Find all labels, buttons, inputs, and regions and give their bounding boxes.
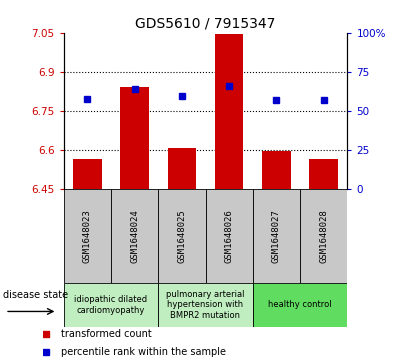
Text: percentile rank within the sample: percentile rank within the sample xyxy=(61,347,226,357)
Bar xyxy=(120,87,149,189)
FancyBboxPatch shape xyxy=(158,189,206,283)
Bar xyxy=(262,151,291,189)
Text: GSM1648025: GSM1648025 xyxy=(178,209,186,263)
Text: transformed count: transformed count xyxy=(61,329,152,339)
Text: GSM1648023: GSM1648023 xyxy=(83,209,92,263)
FancyBboxPatch shape xyxy=(64,189,111,283)
Title: GDS5610 / 7915347: GDS5610 / 7915347 xyxy=(135,16,276,30)
Bar xyxy=(215,34,243,189)
Text: disease state: disease state xyxy=(3,290,68,300)
FancyBboxPatch shape xyxy=(111,189,158,283)
Text: pulmonary arterial
hypertension with
BMPR2 mutation: pulmonary arterial hypertension with BMP… xyxy=(166,290,245,320)
Bar xyxy=(168,148,196,189)
FancyBboxPatch shape xyxy=(300,189,347,283)
Text: healthy control: healthy control xyxy=(268,301,332,309)
FancyBboxPatch shape xyxy=(253,189,300,283)
Text: idiopathic dilated
cardiomyopathy: idiopathic dilated cardiomyopathy xyxy=(74,295,148,315)
FancyBboxPatch shape xyxy=(64,283,158,327)
FancyBboxPatch shape xyxy=(206,189,253,283)
Text: GSM1648024: GSM1648024 xyxy=(130,209,139,263)
Text: GSM1648026: GSM1648026 xyxy=(225,209,233,263)
FancyBboxPatch shape xyxy=(158,283,253,327)
Bar xyxy=(309,159,338,189)
Text: GSM1648028: GSM1648028 xyxy=(319,209,328,263)
FancyBboxPatch shape xyxy=(253,283,347,327)
Bar xyxy=(73,159,102,189)
Text: GSM1648027: GSM1648027 xyxy=(272,209,281,263)
